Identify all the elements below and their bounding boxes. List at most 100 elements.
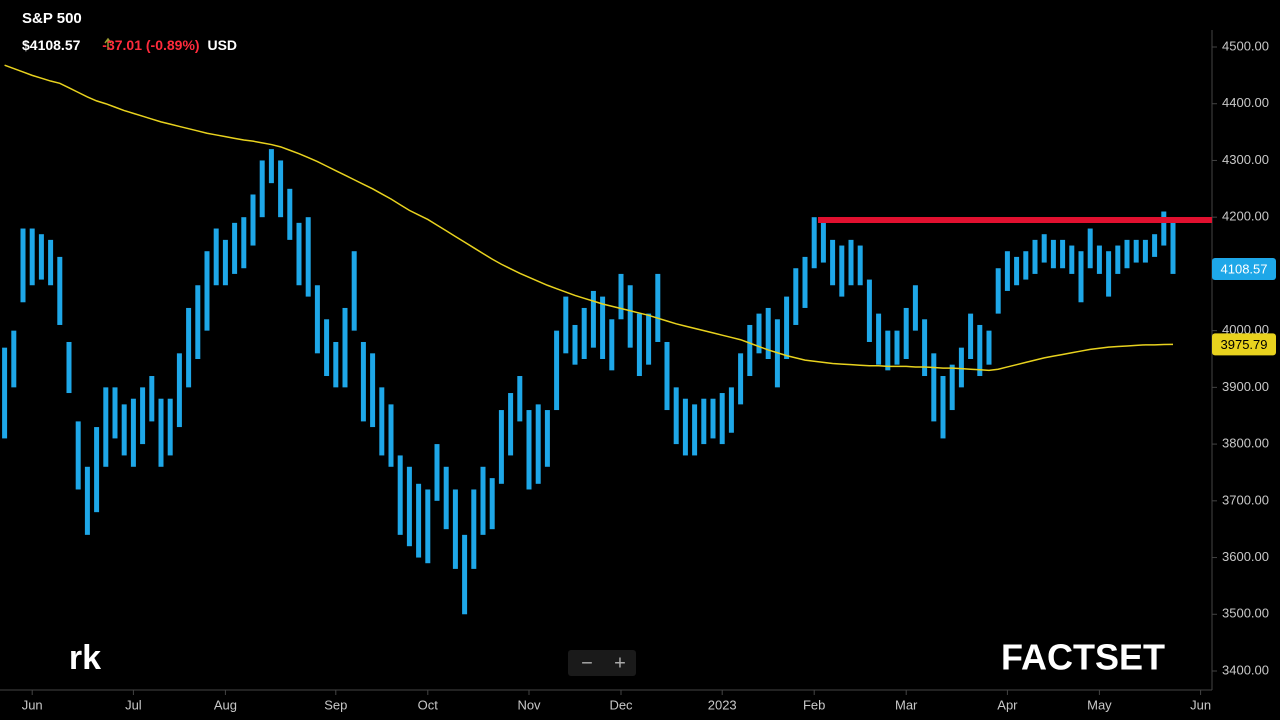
price-bar [765,307,771,359]
price-bar [462,534,468,615]
y-tick-label: 3400.00 [1222,662,1269,677]
last-price-tag-bg [1212,258,1276,281]
price-bar [995,268,1001,314]
y-tick-label: 3600.00 [1222,549,1269,564]
price-bar [839,245,845,297]
zoom-box [568,650,636,676]
price-bar [692,404,698,456]
price-bar [802,256,808,308]
price-bar [848,239,854,286]
price-bar [600,296,606,359]
price-bar [29,228,35,286]
price-bar [793,268,799,325]
price-bar [452,489,458,569]
price-bar [949,364,955,411]
price-bar [434,444,440,501]
price-bar [931,353,937,422]
price-bar [287,188,293,240]
x-tick-label: Jun [1190,697,1211,712]
price-bar [526,410,532,490]
price-bar [443,466,449,530]
y-tick-label: 4200.00 [1222,209,1269,224]
price-bar [1060,239,1066,269]
price-bar [811,217,817,269]
x-tick-label: May [1087,697,1112,712]
price-bar [710,398,716,439]
price-bar [195,285,201,359]
price-bar [149,376,155,422]
price-bar [342,307,348,388]
price-bar [498,410,504,484]
zoom-out[interactable]: − [581,652,593,674]
price-bar [204,251,210,331]
price-bar [1096,245,1102,274]
price-bar [627,285,633,348]
x-tick-label: Jun [22,697,43,712]
x-tick-label: Aug [214,697,237,712]
price-bar [986,330,992,365]
price-bar [11,330,17,388]
price-bar [48,239,54,286]
price-bar [866,279,872,342]
price-bar [232,222,238,274]
zoom-in[interactable]: + [614,652,626,674]
currency: USD [207,37,238,53]
price-bar [489,478,495,530]
price-bar [1004,251,1010,291]
price-bar [1032,239,1038,274]
price-bar [333,341,339,388]
price-bar [636,313,642,377]
price-bar [508,393,514,456]
x-tick-label: Dec [609,697,633,712]
price-bar [397,455,403,535]
price-bar [572,324,578,365]
price-bar [241,217,247,269]
price-bar [167,398,173,456]
price-bar [618,273,624,320]
price-bar [388,404,394,467]
price-bar [1078,251,1084,303]
price-bar [20,228,26,303]
x-tick-label: Oct [418,697,439,712]
price-bar [140,387,146,445]
price-bar [646,313,652,365]
y-tick-label: 4300.00 [1222,152,1269,167]
price-bar [222,239,228,286]
title: S&P 500 [22,10,82,27]
price-bar [1069,245,1075,274]
price-bar [719,393,725,445]
price-bar [57,256,63,325]
price-bar [1106,251,1112,297]
price-bar [940,376,946,439]
price-bar [664,341,670,411]
header-line: $4108.57 -37.01 (-0.89%) USD [22,37,237,53]
price-bar [103,387,109,467]
price-bar [968,313,974,359]
price-bar [314,285,320,354]
x-tick-label: Jul [125,697,142,712]
x-tick-label: 2023 [708,697,737,712]
price-bar [324,319,330,377]
price-bar [609,319,615,371]
x-tick-label: Nov [517,697,541,712]
price-bar [379,387,385,456]
price-bar [517,376,523,422]
price-bar [563,296,569,354]
price-bar [176,353,182,428]
x-tick-label: Mar [895,697,918,712]
price-bar [581,307,587,359]
price-bar [1050,239,1056,269]
price-bar [756,313,762,354]
price-bar [655,273,661,342]
price: $4108.57 [22,37,81,53]
price-bar [673,387,679,445]
y-tick-label: 3500.00 [1222,606,1269,621]
price-bar [922,319,928,377]
price-bar [682,398,688,456]
price-bar [268,149,274,184]
price-bar [1041,234,1047,263]
ma-tag: 3975.79 [1221,337,1268,352]
price-bar [38,234,44,280]
